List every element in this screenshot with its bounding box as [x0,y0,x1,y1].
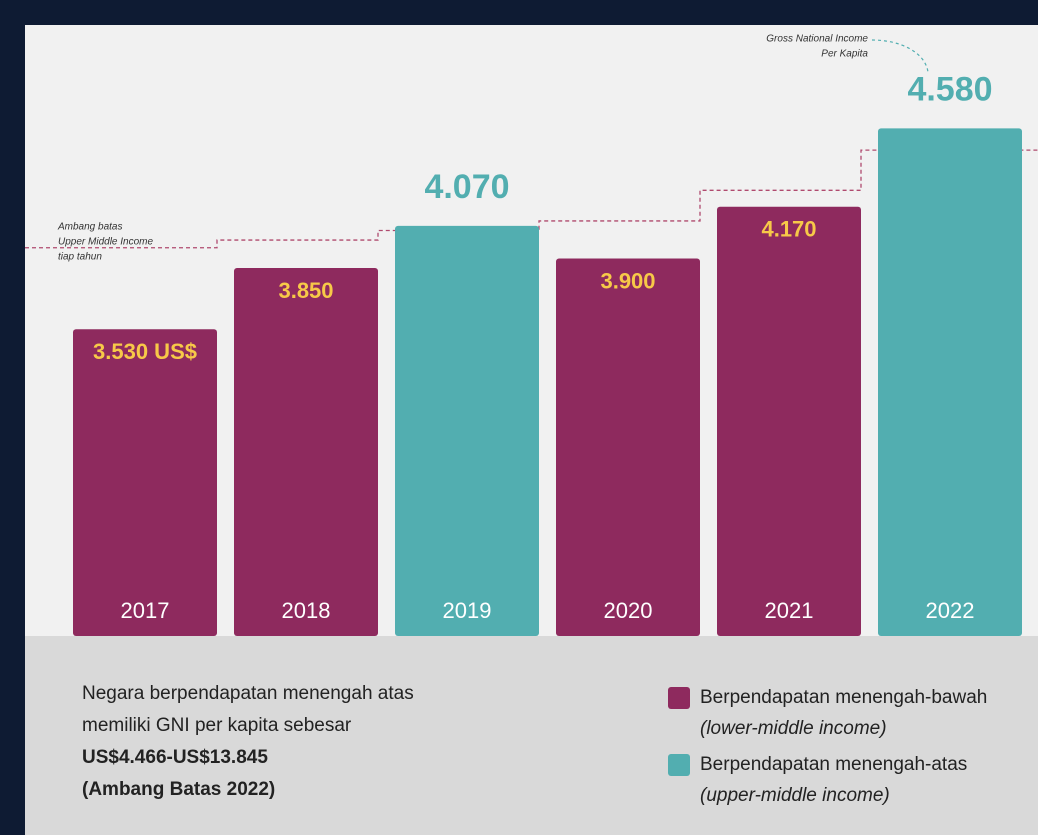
x-tick-label: 2018 [282,598,331,623]
bar [73,329,217,636]
marks: 2017 3.530 US$ 2018 3.850 2019 4.070 2020 3.900… [25,70,1038,637]
x-tick-label: 2017 [121,598,170,623]
bar [234,268,378,636]
threshold-line [25,149,1038,249]
x-tick-label: 2021 [765,598,814,623]
note: memiliki GNI per kapita sebesar [82,715,352,736]
legend-label: Berpendapatan menengah-bawah [700,687,987,708]
legend-label: Berpendapatan menengah-atas [700,754,967,775]
value-label: 3.530 US$ [93,339,197,364]
bar [878,128,1022,637]
legend-swatch [668,687,690,709]
bar [395,225,539,636]
annotation: Upper Middle Income [58,237,153,248]
note: Negara berpendapatan menengah atas [82,683,414,704]
x-tick-label: 2022 [926,598,975,623]
annotation-connector [871,39,929,73]
legend-subtitle: (lower-middle income) [700,718,887,739]
value-label: 4.170 [761,217,816,242]
x-tick-label: 2020 [604,598,653,623]
note: (Ambang Batas 2022) [82,779,275,800]
x-tick-label: 2019 [443,598,492,623]
annotation: tiap tahun [58,252,102,263]
annotation: Ambang batas [57,222,123,233]
legend-swatch [668,754,690,776]
value-label: 4.070 [424,168,509,206]
bar [717,206,861,637]
value-label: 4.580 [907,70,992,108]
value-label: 3.850 [278,278,333,303]
annotation: Gross National Income [766,34,868,45]
legend-subtitle: (upper-middle income) [700,785,890,806]
value-label: 3.900 [600,268,655,293]
annotation: Per Kapita [821,49,868,60]
note: US$4.466-US$13.845 [82,747,268,768]
bar [556,258,700,636]
footer-panel [25,636,1038,835]
